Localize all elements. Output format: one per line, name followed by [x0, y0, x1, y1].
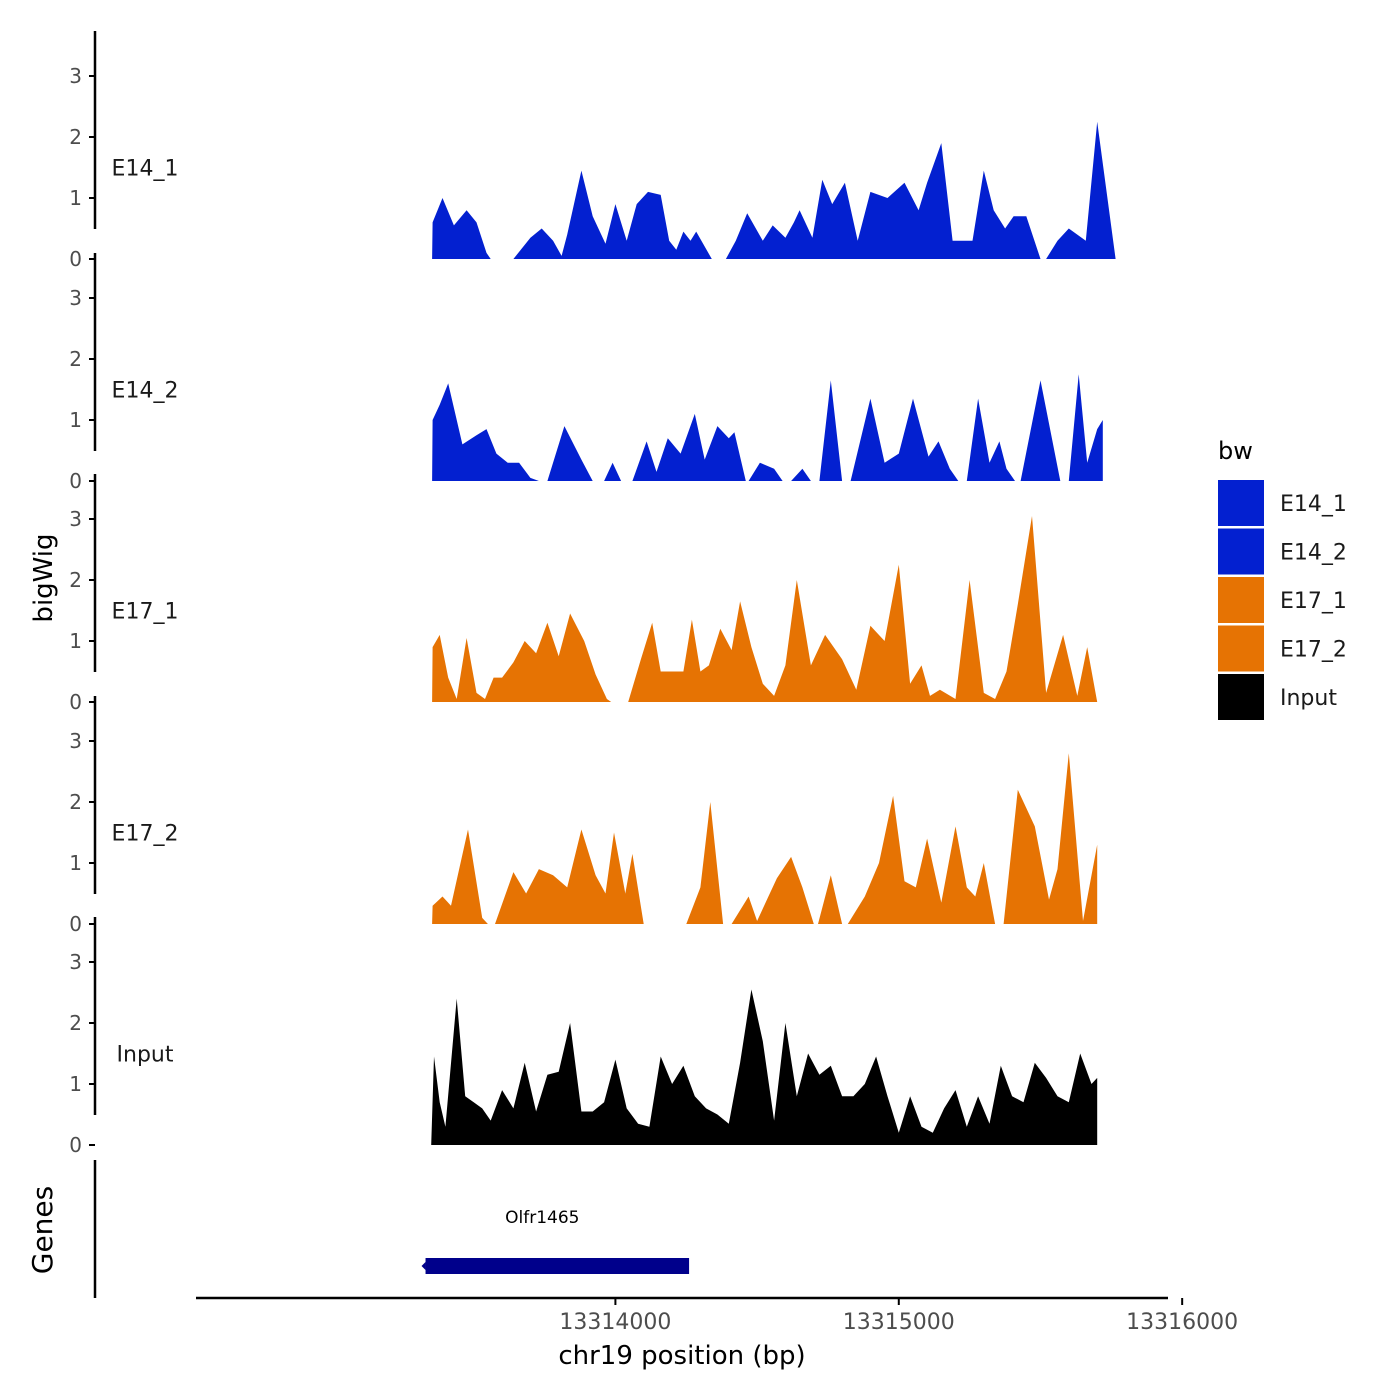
legend-label: E14_2	[1280, 541, 1347, 566]
gene-strand-arrow	[421, 1262, 426, 1270]
y-tick-label: 0	[69, 469, 82, 493]
x-axis-title: chr19 position (bp)	[558, 1341, 805, 1371]
legend-swatch	[1218, 577, 1264, 623]
x-tick-label: 13315000	[843, 1310, 955, 1335]
y-tick-label: 1	[69, 186, 82, 210]
track-label: E17_1	[112, 600, 179, 625]
track-label: E14_2	[112, 379, 179, 404]
track-label: Input	[117, 1043, 174, 1068]
y-tick-label: 0	[69, 1133, 82, 1157]
x-tick-label: 13314000	[559, 1310, 671, 1335]
y-tick-label: 3	[69, 729, 82, 753]
gene-Olfr1465: Olfr1465	[421, 1208, 690, 1274]
y-tick-label: 2	[69, 1011, 82, 1035]
legend-entry: E17_1	[1218, 577, 1347, 623]
track-E17_2: 0 1 2 3 E17_2	[69, 696, 1098, 936]
tracks-layer: 0 1 2 3 E14_1 0 1 2 3 E14_2 0 1 2 3 E17_1 0 1 2 3 E17_2 0 1 2 3…	[69, 31, 1116, 1157]
legend-swatch	[1218, 674, 1264, 720]
y-tick-label: 0	[69, 247, 82, 271]
coverage-area-E14_2	[432, 374, 1103, 481]
gene-label: Olfr1465	[505, 1208, 579, 1228]
legend-entry: Input	[1218, 674, 1337, 720]
y-tick-label: 1	[69, 408, 82, 432]
track-E14_1: 0 1 2 3 E14_1	[69, 31, 1116, 271]
x-tick-label: 13316000	[1126, 1310, 1238, 1335]
y-tick-label: 2	[69, 347, 82, 371]
y-tick-label: 1	[69, 629, 82, 653]
genes-panel-title: Genes	[26, 1186, 59, 1274]
y-tick-label: 2	[69, 790, 82, 814]
coverage-area-E17_2	[432, 753, 1098, 924]
y-tick-label: 0	[69, 912, 82, 936]
y-tick-label: 3	[69, 64, 82, 88]
legend-entry: E17_2	[1218, 625, 1347, 672]
genes-panel: Olfr1465	[93, 1160, 690, 1298]
y-tick-label: 1	[69, 851, 82, 875]
track-label: E17_2	[112, 822, 179, 847]
coverage-area-E14_1	[432, 121, 1116, 259]
legend-swatch	[1218, 528, 1264, 575]
legend-title: bw	[1218, 437, 1253, 465]
legend-entry: E14_2	[1218, 528, 1347, 575]
y-tick-label: 0	[69, 690, 82, 714]
y-axis-title: bigWig	[29, 533, 59, 622]
coverage-area-Input	[431, 989, 1098, 1145]
legend-entry: E14_1	[1218, 480, 1347, 526]
track-E17_1: 0 1 2 3 E17_1	[69, 474, 1098, 714]
y-tick-label: 3	[69, 950, 82, 974]
legend-label: Input	[1280, 686, 1337, 711]
track-Input: 0 1 2 3 Input	[69, 917, 1098, 1157]
y-tick-label: 2	[69, 568, 82, 592]
y-tick-label: 3	[69, 507, 82, 531]
y-tick-label: 2	[69, 125, 82, 149]
legend-swatch	[1218, 480, 1264, 526]
y-tick-label: 3	[69, 286, 82, 310]
legend-swatch	[1218, 625, 1264, 672]
x-axis: 13314000 13315000 13316000	[196, 1296, 1238, 1335]
coverage-area-E17_1	[432, 516, 1098, 702]
legend-label: E17_2	[1280, 638, 1347, 663]
track-E14_2: 0 1 2 3 E14_2	[69, 253, 1103, 493]
legend-label: E17_1	[1280, 589, 1347, 614]
legend: bw E14_1 E14_2 E17_1 E17_2 Input	[1218, 437, 1347, 720]
legend-label: E14_1	[1280, 492, 1347, 517]
y-tick-label: 1	[69, 1072, 82, 1096]
track-label: E14_1	[112, 157, 179, 182]
gene-body	[425, 1258, 690, 1274]
